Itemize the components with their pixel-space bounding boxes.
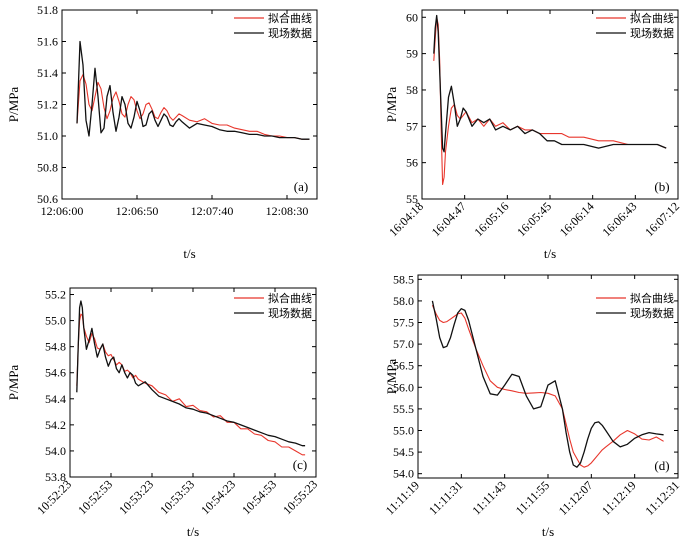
legend-label: 现场数据 [630,26,674,40]
panel-label: (d) [654,458,669,473]
y-tick-label: 55 [406,192,418,206]
y-tick-label: 54.0 [45,444,66,458]
x-axis-label: t/s [544,246,556,261]
y-tick-label: 54.5 [393,445,414,459]
x-tick-label: 10:53:23 [116,477,156,517]
x-tick-label: 16:05:45 [514,199,554,239]
y-tick-label: 55.2 [45,288,66,302]
y-tick-label: 57.0 [393,337,414,351]
x-tick-label: 10:54:53 [239,477,279,517]
field-data-line [76,40,310,140]
x-tick-label: 11:12:07 [556,478,596,518]
y-tick-label: 55.5 [393,402,414,416]
legend-label: 现场数据 [268,26,312,40]
plot-frame [417,274,679,479]
y-tick-label: 54.8 [45,340,66,354]
field-data-line [431,300,664,468]
legend-label: 拟合曲线 [268,291,312,305]
y-axis-label: P/MPa [384,359,399,395]
x-tick-label: 12:07:40 [191,204,234,218]
panel-label: (a) [294,179,308,194]
x-tick-label: 16:06:43 [599,199,639,239]
y-tick-label: 51.8 [37,3,58,17]
y-axis-label: P/MPa [384,87,399,123]
y-tick-label: 51.0 [37,129,58,143]
y-tick-label: 55.0 [45,314,66,328]
x-tick-label: 16:05:16 [471,199,511,239]
y-tick-label: 51.4 [37,66,58,80]
y-axis-label: P/MPa [6,365,21,401]
x-tick-label: 12:06:50 [116,204,159,218]
fit-curve-line [76,313,306,456]
x-tick-label: 16:04:47 [429,199,469,239]
chart-panel: 50.6 50.8 51.0 51.2 51.4 51.6 51.8 12:06:00 12:0… [6,3,318,261]
x-tick-label: 10:53:53 [157,477,197,517]
x-tick-label: 11:11:19 [383,478,422,517]
y-tick-label: 53.8 [45,470,66,484]
y-tick-label: 55.0 [393,423,414,437]
field-data-line [433,14,667,153]
y-tick-label: 60 [406,10,418,24]
y-tick-label: 56 [406,156,418,170]
field-data-line [76,300,306,447]
panel-label: (c) [293,457,307,472]
y-tick-label: 59 [406,47,418,61]
y-tick-label: 58 [406,83,418,97]
y-tick-label: 50.8 [37,161,58,175]
x-tick-label: 12:08:30 [266,204,309,218]
y-tick-label: 50.6 [37,192,58,206]
y-tick-label: 54.4 [45,392,66,406]
fit-curve-line [433,16,667,186]
x-axis-label: t/s [542,524,554,539]
panel-label: (b) [654,179,669,194]
x-tick-label: 10:55:23 [280,477,320,517]
y-tick-label: 54.2 [45,418,66,432]
y-tick-label: 57 [406,119,418,133]
legend-label: 现场数据 [630,306,674,320]
x-tick-label: 12:06:00 [41,204,84,218]
fit-curve-line [76,74,310,140]
x-tick-label: 11:11:55 [513,478,552,517]
x-tick-label: 11:12:19 [599,478,639,518]
x-tick-label: 11:12:31 [642,478,682,518]
x-tick-label: 10:52:53 [75,477,115,517]
y-tick-label: 51.2 [37,98,58,112]
legend-label: 拟合曲线 [268,11,312,25]
y-axis-label: P/MPa [6,87,21,123]
y-tick-label: 56.0 [393,380,414,394]
x-tick-label: 11:11:31 [426,478,465,517]
chart-panel: 53.854.054.254.454.654.855.055.210:52:23… [6,287,320,539]
y-tick-label: 57.5 [393,316,414,330]
legend-label: 现场数据 [268,306,312,320]
x-tick-label: 10:54:23 [198,477,238,517]
chart-panel: 54.0 54.5 55.0 55.5 56.0 56.5 57.0 57.5 58.0 58.5… [383,272,682,539]
legend-label: 拟合曲线 [630,291,674,305]
y-tick-label: 58.5 [393,272,414,286]
legend-label: 拟合曲线 [630,11,674,25]
x-axis-label: t/s [183,246,195,261]
y-tick-label: 51.6 [37,35,58,49]
x-tick-label: 16:07:12 [642,199,682,239]
x-tick-label: 16:06:14 [557,199,597,239]
y-tick-label: 54.0 [393,467,414,481]
y-tick-label: 54.6 [45,366,66,380]
y-tick-label: 58.0 [393,294,414,308]
x-tick-label: 11:11:43 [469,478,508,517]
fit-curve-line [431,304,664,468]
x-axis-label: t/s [187,524,199,539]
y-tick-label: 56.5 [393,359,414,373]
